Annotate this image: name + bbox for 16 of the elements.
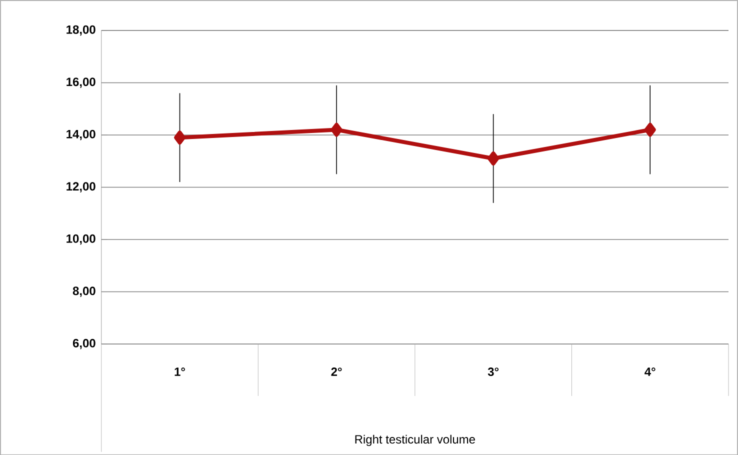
y-tick-label: 8,00 xyxy=(72,286,96,297)
x-tick-label: 2° xyxy=(331,367,342,376)
y-tick-label: 12,00 xyxy=(66,182,96,192)
y-tick-label: 18,00 xyxy=(66,25,96,36)
point xyxy=(644,122,656,137)
x-tick-label: 1° xyxy=(174,367,185,376)
x-tick-label: 4° xyxy=(644,367,656,376)
x-axis-title: Right testicular volume xyxy=(355,434,475,446)
point xyxy=(174,130,186,144)
y-tick-label: 16,00 xyxy=(66,77,96,88)
point xyxy=(330,122,342,137)
y-tick-label: 6,00 xyxy=(72,338,96,349)
y-tick-label: 10,00 xyxy=(66,234,96,244)
point xyxy=(488,151,500,166)
x-tick-label: 3° xyxy=(488,367,499,376)
y-tick-label: 14,00 xyxy=(66,130,96,140)
